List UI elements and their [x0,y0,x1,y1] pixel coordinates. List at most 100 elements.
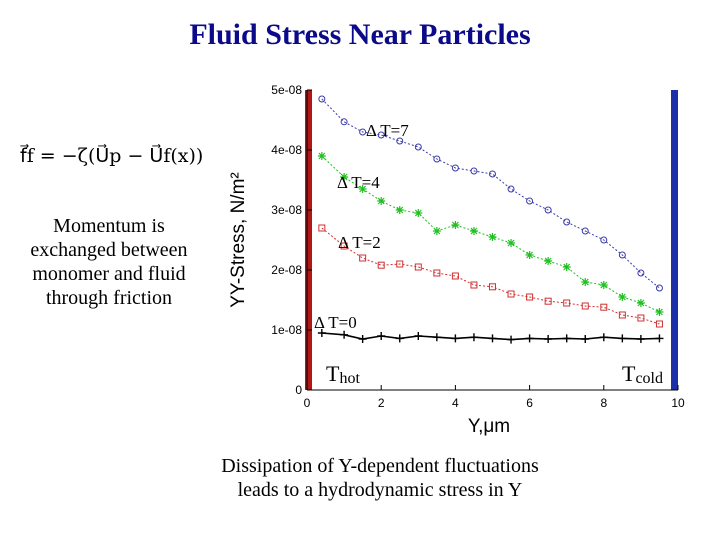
x-tick-label: 8 [600,396,607,410]
friction-equation: f⃗f = −ζ(U⃗p − U⃗f(x)) [20,145,204,167]
data-point-dt7 [359,128,367,136]
data-point-dt4 [414,209,423,217]
data-point-dt4 [488,233,497,241]
hot-wall-bar [305,90,312,390]
cold-wall-bar [671,90,678,390]
data-point-dt0 [451,334,460,343]
data-point-dt4 [636,299,645,307]
data-point-dt2 [377,261,385,269]
data-point-dt0 [655,334,664,343]
data-point-dt4 [358,185,367,193]
y-tick-label: 1e-08 [271,323,302,337]
t-cold-subscript: cold [635,370,663,387]
x-tick-label: 10 [671,396,685,410]
series-line-dt2 [321,227,660,325]
data-point-dt4 [581,278,590,286]
y-tick-label: 2e-08 [271,263,302,277]
data-point-dt4 [377,197,386,205]
plot-background [267,78,685,429]
page-title: Fluid Stress Near Particles [189,18,531,51]
data-point-dt7 [507,185,515,193]
data-point-dt7 [637,269,645,277]
data-point-dt0 [562,334,571,343]
data-point-dt2 [318,224,326,232]
data-point-dt2 [396,260,404,268]
data-point-dt4 [469,227,478,235]
data-point-dt2 [340,242,348,250]
y-tick-label: 4e-08 [271,143,302,157]
data-point-dt2 [600,303,608,311]
data-point-dt2 [544,297,552,305]
data-point-dt4 [451,221,460,229]
data-point-dt4 [655,308,664,316]
data-point-dt0 [488,334,497,343]
y-tick-label: 5e-08 [271,83,302,97]
x-tick-label: 2 [378,396,385,410]
t-cold-main: T [622,361,636,386]
data-point-dt2 [414,263,422,271]
data-point-dt0 [581,335,590,343]
data-point-dt0 [599,333,608,342]
momentum-text: Momentum is exchanged between monomer an… [30,215,188,309]
data-point-dt7 [340,118,348,126]
data-point-dt0 [317,329,326,337]
data-point-dt2 [489,283,496,291]
data-point-dt7 [581,227,589,235]
y-axis-label: YY-Stress, N/m² [228,172,249,308]
data-point-dt2 [655,320,663,328]
data-point-dt0 [340,330,349,339]
data-point-dt2 [581,302,589,310]
series-line-dt7 [321,98,660,289]
data-point-dt4 [395,206,404,214]
data-point-dt0 [636,335,645,343]
data-point-dt7 [544,206,552,214]
data-point-dt7 [433,155,441,163]
data-point-dt4 [544,257,553,265]
data-point-dt7 [396,137,404,145]
data-point-dt4 [507,239,516,247]
data-point-dt7 [451,164,459,172]
data-point-dt4 [599,281,608,289]
data-point-dt7 [600,236,608,244]
data-point-dt2 [433,269,441,277]
data-point-dt2 [637,314,645,322]
data-point-dt0 [395,334,404,343]
label-delta-t2: Δ T=2 [338,233,381,252]
label-delta-t7: Δ T=7 [366,121,409,140]
data-point-dt0 [414,332,423,340]
caption-line-2: leads to a hydrodynamic stress in Y [237,479,523,501]
data-point-dt4 [562,263,571,271]
data-point-dt7 [318,95,326,103]
data-point-dt2 [470,281,478,289]
data-point-dt2 [563,299,571,307]
label-delta-t0: Δ T=0 [314,313,357,332]
t-hot-label: Thot [326,361,360,387]
data-point-dt7 [526,197,534,205]
caption-line-1: Dissipation of Y-dependent fluctuations [221,455,539,477]
data-point-dt4 [432,227,441,235]
x-tick-label: 0 [304,396,311,410]
data-point-dt0 [432,333,441,342]
data-point-dt4 [340,173,349,181]
x-tick-label: 6 [526,396,533,410]
data-point-dt0 [618,334,627,343]
data-point-dt7 [655,284,663,292]
data-point-dt2 [526,293,534,301]
data-point-dt4 [618,293,627,301]
data-point-dt0 [377,332,386,340]
data-point-dt2 [507,290,515,298]
caption: Dissipation of Y-dependent fluctuations … [150,454,610,502]
data-point-dt7 [470,167,478,175]
data-point-dt7 [489,170,496,178]
data-point-dt0 [358,335,367,343]
x-axis-label: Y,μm [468,416,510,437]
data-point-dt7 [377,131,385,139]
t-hot-main: T [326,361,340,386]
t-cold-label: Tcold [622,361,663,387]
data-point-dt7 [618,251,626,259]
y-tick-label: 0 [295,383,302,397]
data-point-dt4 [317,152,326,160]
data-point-dt2 [451,272,459,280]
data-point-dt4 [525,251,534,259]
